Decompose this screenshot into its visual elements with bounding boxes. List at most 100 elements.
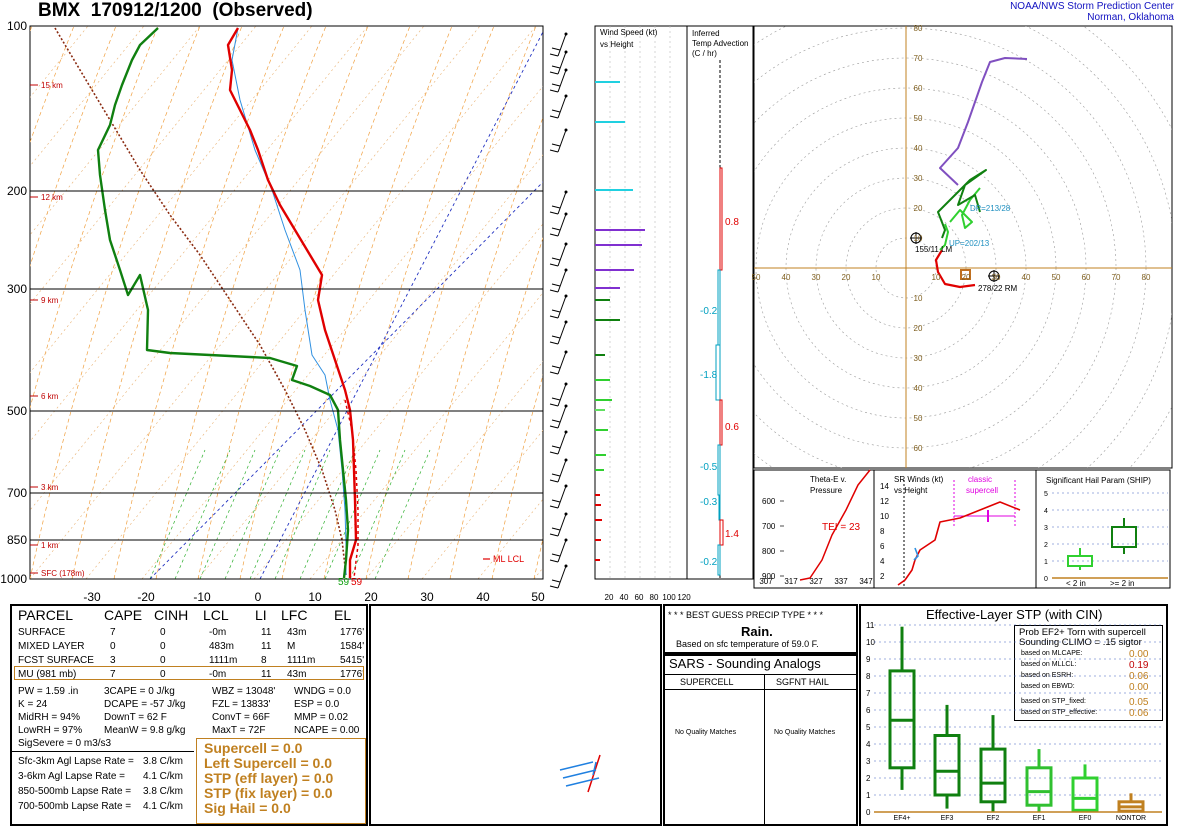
parcel-cell: 43m [287, 669, 307, 680]
parcel-cell: FCST SURFACE [18, 655, 94, 666]
hodo-ytick: 50 [914, 114, 923, 123]
stp-category: NONTOR [1116, 815, 1146, 822]
wind-barb-dot [564, 350, 568, 354]
lapse-value: 4.1 C/km [143, 771, 184, 782]
composite-value: Left Supercell = 0.0 [204, 755, 332, 771]
thetae-title-line2: Pressure [810, 486, 843, 495]
ship-ytick: 4 [1044, 508, 1048, 515]
wind-barb-staff [557, 459, 567, 483]
wind-barb-flag [551, 473, 561, 477]
thetae-xtick: 307 [759, 577, 773, 586]
hodo-xtick: 40 [782, 273, 791, 282]
wind-barb-dot [564, 320, 568, 324]
hodo-frame [753, 25, 1173, 469]
height-label: 6 km [41, 392, 59, 401]
skewt-frame [29, 25, 544, 580]
lapse-value: 3.8 C/km [143, 756, 184, 767]
srwinds-ytick: 10 [880, 512, 889, 521]
hodo-up-label: UP=202/13 [949, 239, 990, 248]
wind-barb-staff [557, 295, 567, 319]
hodo-xtick: 50 [752, 273, 761, 282]
stp-ytick: 4 [866, 740, 871, 749]
stp-prob-label: based on EBWD: [1021, 683, 1075, 690]
temp-label: 10 [308, 590, 322, 604]
isotherm-line [309, 292, 543, 579]
mixing-ratio-line [149, 449, 206, 579]
wind-barb-staff [557, 191, 567, 215]
stp-title: Effective-Layer STP (with CIN) [926, 607, 1103, 622]
parcel-index: PW = 1.59 .in [18, 686, 79, 697]
wind-barb-dot [564, 484, 568, 488]
wind-barb-dot [564, 242, 568, 246]
hodo-ytick: 30 [914, 354, 923, 363]
parcel-cell: 0 [160, 669, 166, 680]
stp-category: EF1 [1033, 815, 1046, 822]
sm-barb-blue [562, 769, 597, 779]
wind-barb-staff [557, 69, 567, 93]
wind-barb-dot [564, 404, 568, 408]
parcel-index: DownT = 62 F [104, 712, 167, 723]
windspeed-tick: 60 [635, 593, 644, 602]
hodo-ytick: 10 [914, 294, 923, 303]
height-label: 9 km [41, 296, 59, 305]
parcel-index: MaxT = 72F [212, 725, 266, 736]
virtual-temp-trace [344, 399, 359, 579]
wind-barb-flag [549, 89, 559, 93]
ship-title: Significant Hail Param (SHIP) [1046, 476, 1151, 485]
thetae-title-line1: Theta-E v. [810, 475, 847, 484]
wind-barb-staff [557, 565, 567, 589]
parcel-index: MeanW = 9.8 g/kg [104, 725, 186, 736]
pressure-label-300: 300 [7, 282, 27, 296]
wind-barb-flag [551, 445, 561, 449]
dry-adiabat [281, 26, 453, 579]
wind-barb-flag [551, 579, 561, 583]
stp-prob-box: Prob EF2+ Torn with supercell Sounding CL… [1014, 625, 1163, 721]
sars-match-supercell: No Quality Matches [675, 729, 737, 736]
wind-barb-flag [549, 425, 559, 429]
srwinds-ytick: 12 [880, 497, 889, 506]
tempadv-label: -0.3 [700, 497, 718, 508]
parcel-header: CINH [154, 607, 189, 623]
wind-barb-dot [564, 50, 568, 54]
precip-basis: Based on sfc temperature of 59.0 F. [676, 639, 819, 649]
composite-value: Sig Hail = 0.0 [204, 800, 291, 816]
hodo-trace-purple [939, 57, 1028, 186]
isotherm-line [30, 26, 481, 579]
hodo-xtick: 20 [962, 273, 971, 282]
mixing-ratio-line [374, 449, 431, 579]
isotherm-line [253, 223, 543, 579]
hodo-ytick: 50 [914, 414, 923, 423]
sars-title: SARS - Sounding Analogs [669, 656, 821, 671]
sars-divider-h [665, 674, 856, 675]
hodo-dp-label: DP=213/28 [970, 204, 1011, 213]
parcel-cell: -0m [209, 627, 227, 638]
srwinds-frame [873, 469, 1037, 589]
mixing-ratio-line [274, 449, 331, 579]
wind-barb-flag [549, 263, 559, 267]
composite-value: STP (eff layer) = 0.0 [204, 770, 334, 786]
parcel-panel [10, 604, 368, 826]
wind-barb-dot [564, 190, 568, 194]
tempadv-segment [719, 399, 723, 446]
stp-box [979, 747, 1007, 804]
wind-barb-flag [551, 257, 561, 261]
wind-barb-flag [551, 365, 561, 369]
parcel-cell: 8 [261, 655, 267, 666]
thetae-title: Theta-E v. Pressure [810, 474, 846, 496]
height-label: 15 km [41, 81, 63, 90]
lapse-label: 3-6km Agl Lapse Rate = [18, 771, 126, 782]
wind-barb-dot [564, 32, 568, 36]
skewt-inner [30, 26, 543, 579]
height-label: SFC (178m) [41, 569, 85, 578]
parcel-cell: M [287, 641, 296, 652]
parcel-divider [12, 751, 194, 752]
parcel-trace [54, 27, 347, 576]
tempadv-title: Inferred Temp Advection (C / hr) [692, 29, 748, 59]
parcel-index: K = 24 [18, 699, 48, 710]
stp-category: EF4+ [894, 815, 911, 822]
stp-prob-label: based on STP_effective: [1021, 709, 1098, 716]
sars-match-hail: No Quality Matches [774, 729, 836, 736]
